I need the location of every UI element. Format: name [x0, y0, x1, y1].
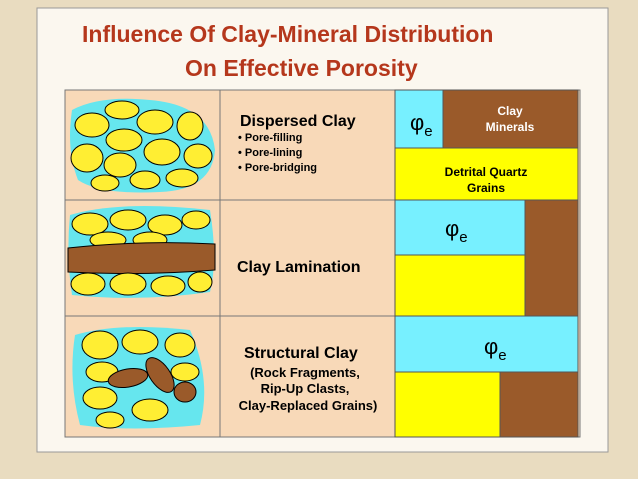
subscript: e	[424, 123, 432, 140]
dispersed-clay-sketch	[70, 98, 215, 193]
label-line: Detrital Quartz	[445, 165, 528, 179]
detail: Clay-Replaced Grains)	[239, 398, 378, 413]
quartz-label: Detrital Quartz Grains	[445, 165, 528, 195]
porosity-block	[394, 199, 526, 256]
clay-lamination-sketch	[67, 206, 216, 298]
clay-block	[442, 89, 579, 149]
row-label: Dispersed Clay	[240, 113, 356, 130]
clay-label: Clay Minerals	[486, 104, 535, 134]
clay-block	[499, 371, 579, 438]
row-label: Structural Clay	[244, 345, 358, 362]
porosity-symbol: φe	[410, 110, 433, 140]
porosity-symbol: φe	[445, 216, 468, 246]
bullet: • Pore-bridging	[238, 162, 317, 174]
label-line: Clay	[497, 104, 523, 118]
bullet-text: Pore-bridging	[245, 162, 317, 174]
bullet-text: Pore-filling	[245, 132, 302, 144]
row-label: Clay Lamination	[237, 259, 361, 276]
phi: φ	[445, 216, 459, 241]
label-line: Grains	[467, 181, 505, 195]
quartz-block	[394, 371, 501, 438]
quartz-block	[394, 147, 579, 201]
phi: φ	[484, 334, 498, 359]
porosity-symbol: φe	[484, 334, 507, 364]
quartz-block	[394, 254, 526, 317]
structural-clay-sketch	[72, 326, 205, 429]
phi: φ	[410, 110, 424, 135]
subscript: e	[498, 347, 506, 364]
subscript: e	[459, 229, 467, 246]
title-line-2: On Effective Porosity	[185, 55, 418, 81]
title-line-1: Influence Of Clay-Mineral Distribution	[82, 21, 493, 47]
bullet: • Pore-lining	[238, 147, 302, 159]
detail: (Rock Fragments,	[250, 365, 360, 380]
porosity-block	[394, 89, 444, 149]
label-line: Minerals	[486, 120, 535, 134]
clay-block	[524, 199, 579, 317]
bullet-text: Pore-lining	[245, 147, 302, 159]
detail: Rip-Up Clasts,	[261, 381, 350, 396]
bullet: • Pore-filling	[238, 132, 302, 144]
